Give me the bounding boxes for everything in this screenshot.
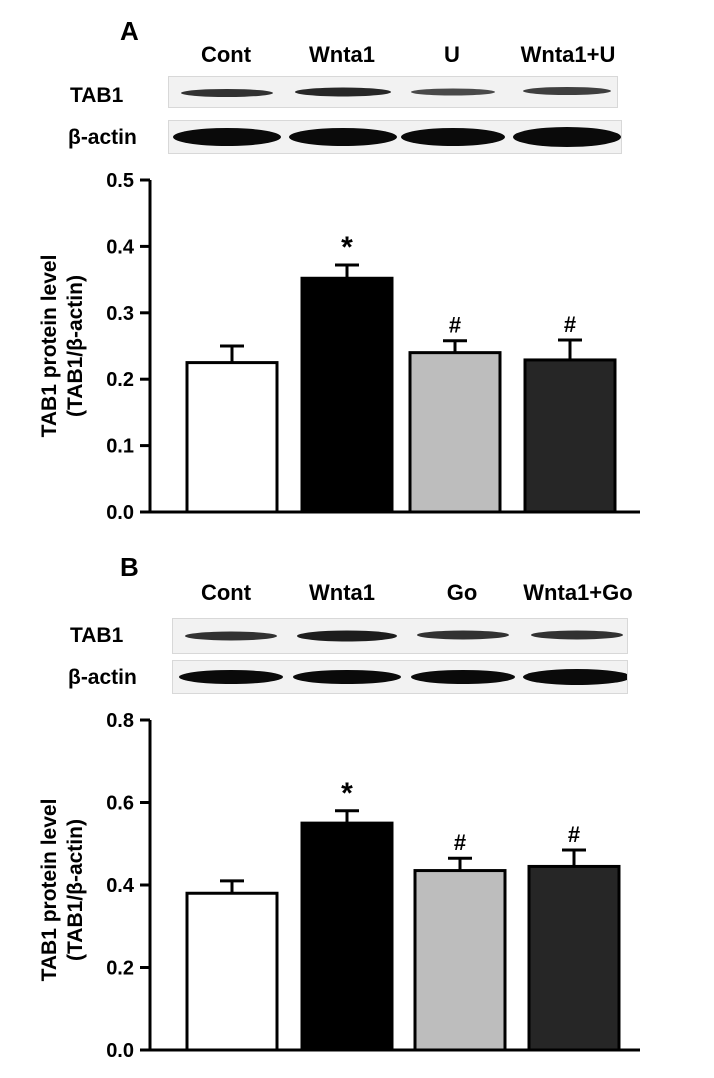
panel-a-ytick-label: 0.0 — [106, 502, 134, 524]
panel-a-actin-blot-strip — [168, 120, 622, 154]
panel-b-bars — [185, 809, 621, 1052]
panel-a-actin-band — [289, 128, 397, 146]
panel-a-bars — [185, 263, 617, 514]
panel-b-ytick-label: 0.6 — [106, 793, 134, 815]
panel-a-letter: A — [120, 16, 139, 46]
panel-a-blot-label-tab1: TAB1 — [70, 84, 124, 107]
panel-b-blot-label-tab1: TAB1 — [70, 624, 124, 647]
panel-b-bar-chart: 0.0 0.2 0.4 0.6 0.8 * # # TAB1 protein level (… — [38, 710, 640, 1062]
panel-a-actin-band — [173, 128, 281, 146]
panel-b-lane-label-3: Go — [446, 580, 478, 605]
panel-a-tab1-band — [181, 89, 273, 97]
panel-a-tab1-blot-strip — [168, 76, 618, 108]
panel-a-bar — [408, 351, 502, 514]
panel-a-ytick-label: 0.4 — [106, 236, 135, 258]
panel-b-tab1-band — [417, 630, 509, 640]
panel-b-tab1-band — [531, 630, 623, 640]
panel-b-bar — [413, 869, 507, 1052]
panel-b-chart-plot: 0.0 0.2 0.4 0.6 0.8 * # # TAB1 protein level (… — [38, 710, 640, 1062]
panel-a-bar — [300, 276, 394, 514]
panel-a-tab1-band — [523, 87, 611, 95]
panel-b-lane-label-2: Wnta1 — [309, 580, 375, 605]
panel-a-ylabel-line1: TAB1 protein level — [38, 255, 61, 438]
panel-b-significance-mark: # — [454, 830, 466, 855]
panel-a-ytick-label: 0.5 — [106, 170, 134, 192]
panel-b-ytick-label: 0.4 — [106, 875, 135, 897]
panel-b-lane-label-4: Wnta1+Go — [523, 580, 633, 605]
panel-b-ylabel-line2: (TAB1/β-actin) — [64, 819, 87, 961]
panel-b-ylabel-line1: TAB1 protein level — [38, 799, 61, 982]
panel-b-actin-band — [411, 670, 515, 684]
panel-a-tab1-band — [295, 87, 391, 97]
panel-a-blot-label-actin: β-actin — [68, 126, 137, 149]
panel-b-significance-mark: * — [341, 777, 353, 810]
panel-b-lane-label-1: Cont — [200, 580, 252, 605]
panel-a-tab1-band — [411, 88, 495, 96]
panel-a-chart-plot: 0.0 0.1 0.2 0.3 0.4 0.5 * # # TAB1 protein leve… — [38, 170, 640, 524]
panel-b-ytick-label: 0.2 — [106, 958, 134, 980]
panel-b-significance-mark: # — [568, 822, 580, 847]
panel-b-actin-blot-strip — [172, 660, 628, 694]
panel-b-actin-band — [523, 669, 627, 685]
panel-b-letter: B — [120, 552, 139, 582]
panel-b-blot-label-actin: β-actin — [68, 666, 137, 689]
panel-b-ytick-label: 0.8 — [106, 710, 134, 732]
panel-a-yticks: 0.0 0.1 0.2 0.3 0.4 0.5 — [106, 170, 150, 524]
panel-a-annotations: * # # — [341, 231, 576, 338]
panel-b-tab1-band — [297, 630, 397, 642]
panel-a-significance-mark: * — [341, 231, 353, 264]
panel-a-lane-label-1: Cont — [200, 42, 252, 67]
panel-b-actin-band — [179, 670, 283, 684]
panel-a-significance-mark: # — [564, 312, 576, 337]
panel-a-lane-label-4: Wnta1+U — [520, 42, 616, 67]
panel-a-bar-chart: 0.0 0.1 0.2 0.3 0.4 0.5 * # # TAB1 protein leve… — [38, 170, 640, 524]
panel-b-yticks: 0.0 0.2 0.4 0.6 0.8 — [106, 710, 150, 1062]
panel-b-ytick-label: 0.0 — [106, 1040, 134, 1062]
panel-a-bar — [185, 361, 279, 514]
panel-b-bar — [527, 864, 621, 1052]
panel-a-bar — [523, 358, 617, 514]
panel-a-actin-band — [513, 127, 621, 147]
panel-a-lane-label-3: U — [444, 42, 460, 67]
panel-b-bar — [185, 891, 279, 1052]
panel-a-lane-label-2: Wnta1 — [309, 42, 375, 67]
panel-a-ytick-label: 0.2 — [106, 369, 134, 391]
panel-a-significance-mark: # — [449, 313, 461, 338]
panel-a-actin-band — [401, 128, 505, 146]
panel-b-actin-band — [293, 670, 401, 684]
panel-a-ylabel-line2: (TAB1/β-actin) — [64, 275, 87, 417]
panel-a-ytick-label: 0.3 — [106, 303, 134, 325]
panel-b-bar — [300, 821, 394, 1052]
panel-b-annotations: * # # — [341, 777, 580, 855]
panel-b-tab1-band — [185, 631, 277, 641]
panel-b-tab1-blot-strip — [172, 618, 628, 654]
panel-a-ytick-label: 0.1 — [106, 436, 134, 458]
